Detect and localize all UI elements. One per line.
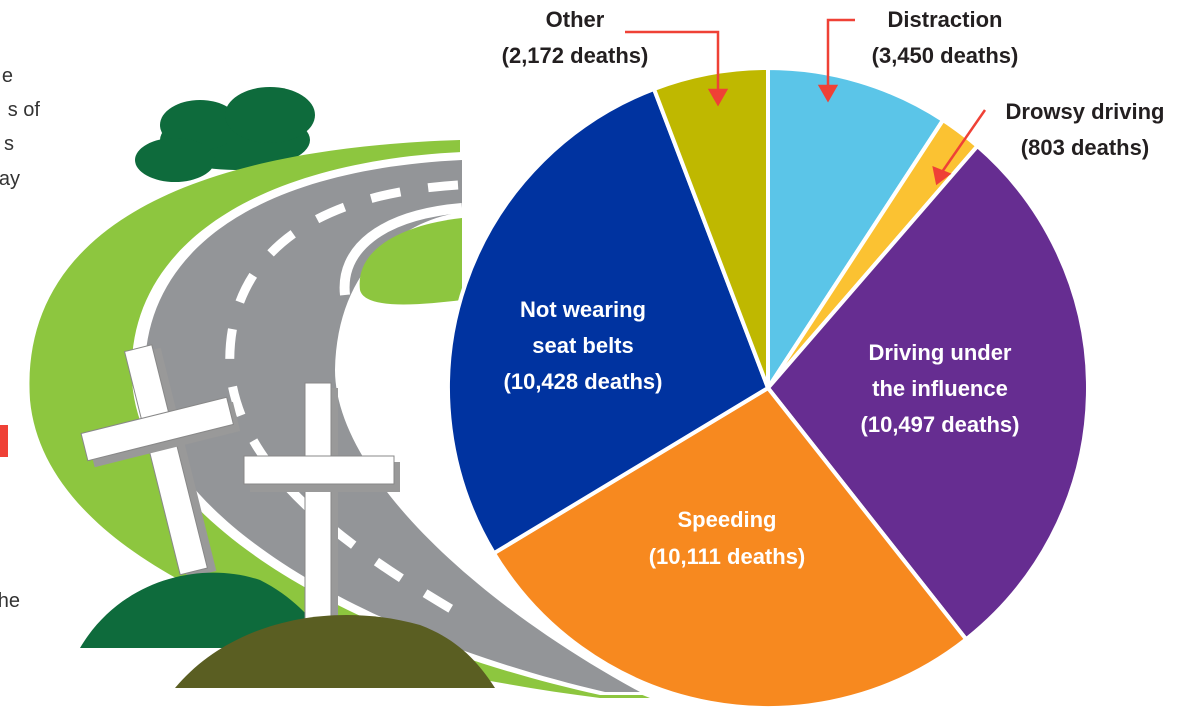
slice-value-label: (10,497 deaths) [861,407,1020,443]
side-text-fragment: e [2,65,13,87]
side-marker [0,425,8,457]
slice-label: Distraction [845,2,1045,38]
side-text-fragment: he [0,590,20,612]
slice-value-label: (10,111 deaths) [649,539,806,575]
slice-label: Speeding [627,502,827,538]
slice-label: Not wearing seat belts [508,292,658,364]
slice-label: Drowsy driving [975,94,1195,130]
slice-value-label: (10,428 deaths) [504,364,663,400]
slice-label: Other [475,2,675,38]
slice-value-label: (3,450 deaths) [872,38,1019,74]
side-text-fragment: ay [0,168,20,190]
slice-value-label: (803 deaths) [1021,130,1149,166]
side-text-fragment: s [4,133,14,155]
side-text-fragment: s of [8,99,41,121]
slice-value-label: (2,172 deaths) [502,38,649,74]
slice-label: Driving under the influence [855,335,1025,407]
infographic: e s of s ay he Distraction(3,450 deaths) Drow… [0,0,1197,708]
